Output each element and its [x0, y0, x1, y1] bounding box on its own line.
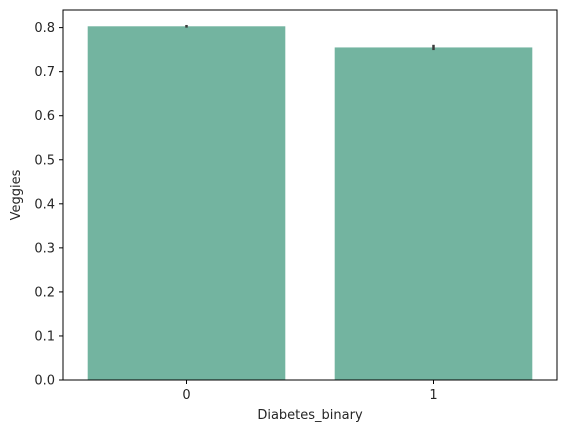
y-tick-label: 0.2 — [34, 285, 55, 300]
y-tick-label: 0.5 — [34, 153, 55, 168]
bar-0 — [87, 26, 286, 381]
y-tick-label: 0.4 — [34, 197, 55, 212]
y-tick-label: 0.1 — [34, 329, 55, 344]
y-tick-label: 0.3 — [34, 241, 55, 256]
x-tick-label: 1 — [429, 388, 437, 403]
y-tick-label: 0.0 — [34, 374, 55, 389]
y-tick-label: 0.6 — [34, 109, 55, 124]
y-tick-label: 0.7 — [34, 65, 55, 80]
y-axis-label: Veggies — [9, 169, 24, 220]
x-axis-label: Diabetes_binary — [257, 408, 363, 423]
axes-frame — [62, 9, 558, 381]
x-tick-label: 0 — [182, 388, 190, 403]
bars — [87, 26, 533, 381]
bar-1 — [334, 47, 533, 380]
y-tick-label: 0.8 — [34, 21, 55, 36]
axis-spines — [62, 9, 558, 381]
y-axis-ticks: 0.0 0.1 0.2 0.3 0.4 0.5 0.6 0.7 0.8 — [34, 21, 63, 389]
error-bars — [185, 24, 435, 51]
